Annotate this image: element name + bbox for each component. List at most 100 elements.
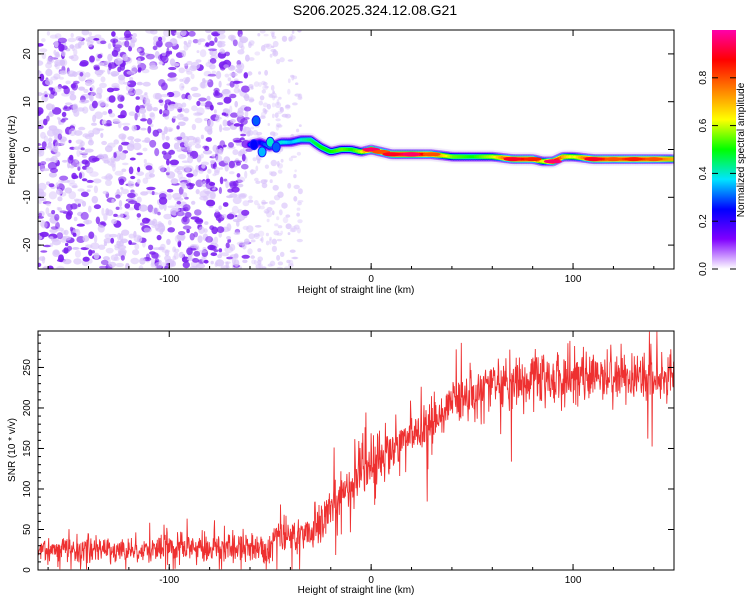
noise-blob bbox=[215, 149, 222, 155]
noise-blob bbox=[211, 261, 214, 265]
noise-blob bbox=[77, 164, 82, 168]
noise-blob bbox=[51, 210, 55, 214]
noise-blob bbox=[121, 169, 126, 173]
y-tick-label: -20 bbox=[22, 237, 33, 252]
noise-blob bbox=[266, 233, 269, 236]
noise-blob bbox=[234, 81, 243, 84]
noise-blob bbox=[226, 195, 233, 198]
noise-blob bbox=[174, 103, 183, 109]
noise-blob bbox=[223, 202, 229, 207]
noise-blob bbox=[92, 196, 99, 204]
noise-blob bbox=[140, 118, 147, 121]
noise-blob bbox=[146, 254, 150, 260]
noise-blob bbox=[149, 65, 158, 70]
noise-blob bbox=[60, 210, 67, 213]
noise-blob bbox=[297, 152, 301, 156]
noise-blob bbox=[287, 89, 290, 95]
noise-blob bbox=[203, 80, 206, 83]
noise-blob bbox=[210, 50, 213, 55]
signal-hotspot bbox=[604, 157, 622, 161]
noise-blob bbox=[299, 124, 302, 127]
noise-blob bbox=[230, 81, 235, 88]
noise-blob bbox=[89, 96, 92, 100]
noise-blob bbox=[174, 168, 180, 172]
noise-blob bbox=[55, 151, 61, 157]
noise-blob bbox=[96, 217, 100, 225]
noise-blob bbox=[41, 38, 46, 42]
noise-blob bbox=[272, 95, 275, 100]
noise-blob bbox=[188, 183, 191, 186]
noise-blob bbox=[214, 249, 219, 252]
noise-blob bbox=[157, 235, 162, 240]
noise-blob bbox=[225, 165, 229, 172]
noise-blob bbox=[82, 152, 88, 155]
noise-blob bbox=[159, 99, 164, 103]
noise-blob bbox=[255, 225, 262, 228]
noise-blob bbox=[219, 81, 222, 88]
noise-blob bbox=[71, 33, 74, 38]
noise-blob bbox=[227, 223, 232, 231]
noise-blob bbox=[264, 34, 269, 37]
noise-blob bbox=[46, 103, 53, 110]
noise-blob bbox=[254, 51, 260, 55]
noise-blob bbox=[188, 31, 195, 37]
noise-blob bbox=[94, 186, 98, 194]
noise-blob bbox=[107, 209, 114, 216]
noise-blob bbox=[192, 124, 196, 130]
noise-blob bbox=[294, 185, 300, 189]
noise-blob bbox=[133, 231, 136, 238]
noise-blob bbox=[109, 262, 116, 268]
noise-blob bbox=[88, 130, 94, 138]
noise-blob bbox=[83, 235, 90, 242]
noise-blob bbox=[72, 175, 79, 179]
noise-blob bbox=[129, 111, 136, 116]
noise-blob bbox=[120, 213, 124, 218]
noise-blob bbox=[241, 164, 249, 170]
noise-blob bbox=[52, 239, 61, 245]
noise-blob bbox=[233, 140, 242, 143]
noise-blob bbox=[298, 93, 302, 98]
noise-blob bbox=[171, 261, 176, 267]
noise-blob bbox=[91, 85, 95, 91]
noise-blob bbox=[209, 64, 216, 69]
noise-blob bbox=[192, 93, 201, 97]
noise-blob bbox=[108, 175, 113, 179]
noise-blob bbox=[193, 112, 202, 116]
noise-blob bbox=[81, 212, 89, 220]
noise-blob bbox=[205, 236, 213, 243]
noise-blob bbox=[47, 61, 52, 64]
noise-blob bbox=[51, 226, 59, 229]
noise-blob bbox=[296, 213, 300, 217]
noise-blob bbox=[178, 154, 186, 159]
noise-blob bbox=[270, 179, 273, 183]
noise-blob bbox=[254, 200, 259, 205]
noise-blob bbox=[278, 225, 283, 228]
noise-blob bbox=[108, 63, 112, 71]
noise-blob bbox=[196, 189, 200, 194]
noise-blob bbox=[274, 223, 278, 226]
noise-blob bbox=[121, 239, 128, 244]
noise-blob bbox=[280, 252, 285, 257]
noise-blob bbox=[91, 250, 95, 253]
noise-blob bbox=[150, 113, 156, 120]
noise-blob bbox=[35, 71, 41, 74]
noise-blob bbox=[144, 98, 150, 105]
noise-blob bbox=[181, 94, 186, 100]
noise-blob bbox=[257, 248, 261, 252]
noise-blob bbox=[117, 66, 121, 72]
noise-blob bbox=[122, 123, 131, 126]
noise-blob bbox=[288, 78, 291, 83]
noise-blob bbox=[238, 107, 244, 113]
noise-blob bbox=[137, 58, 141, 66]
noise-blob bbox=[123, 126, 129, 131]
noise-blob bbox=[40, 232, 49, 237]
noise-blob bbox=[101, 141, 107, 145]
noise-blob bbox=[177, 201, 182, 205]
noise-blob bbox=[98, 70, 106, 73]
noise-blob bbox=[158, 37, 162, 42]
noise-blob bbox=[244, 72, 249, 78]
noise-blob bbox=[73, 247, 79, 250]
noise-blob bbox=[239, 34, 242, 41]
noise-blob bbox=[235, 68, 243, 72]
noise-blob bbox=[72, 185, 78, 188]
